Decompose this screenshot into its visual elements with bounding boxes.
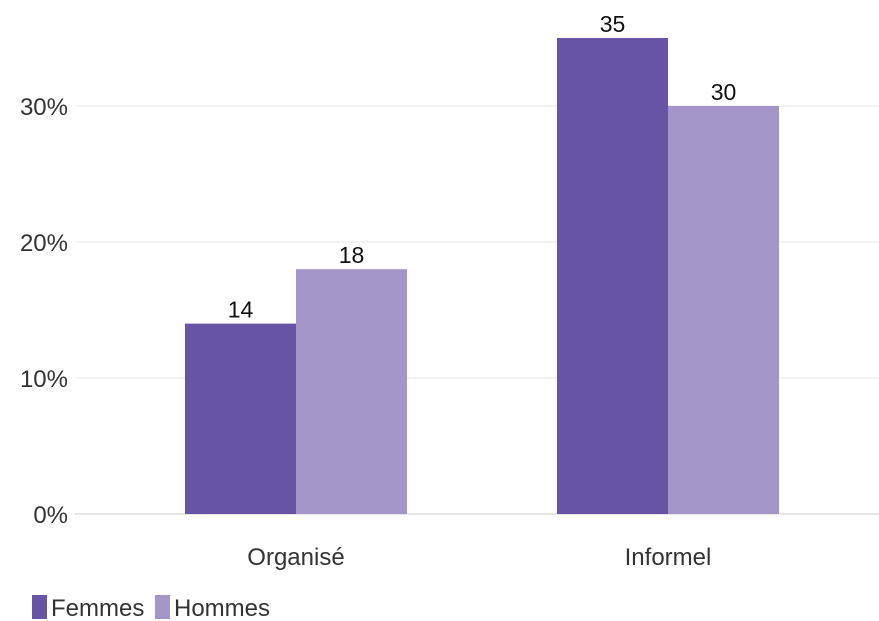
bar-hommes-0 [296, 269, 407, 514]
y-tick-label: 10% [20, 366, 68, 393]
data-label: 30 [711, 79, 737, 105]
y-tick-label: 0% [33, 502, 68, 529]
bar-hommes-1 [668, 106, 779, 514]
y-tick-label: 30% [20, 94, 68, 121]
y-axis-ticks: 0% 10% 20% 30% [20, 94, 68, 529]
bar-femmes-0 [185, 323, 296, 514]
x-axis-categories: Organisé Informel [247, 544, 711, 571]
legend-label: Hommes [174, 595, 270, 621]
data-label: 35 [600, 11, 626, 37]
data-label: 14 [228, 297, 254, 323]
legend-label: Femmes [51, 595, 144, 621]
data-labels: 14 18 35 30 [228, 11, 737, 323]
data-label: 18 [339, 242, 365, 268]
legend-swatch [155, 595, 170, 619]
y-tick-label: 20% [20, 230, 68, 257]
category-label: Organisé [247, 544, 344, 571]
bar-femmes-1 [557, 38, 668, 514]
bars [185, 38, 779, 514]
category-label: Informel [625, 544, 712, 571]
legend: Femmes Hommes [32, 595, 270, 621]
legend-swatch [32, 595, 47, 619]
